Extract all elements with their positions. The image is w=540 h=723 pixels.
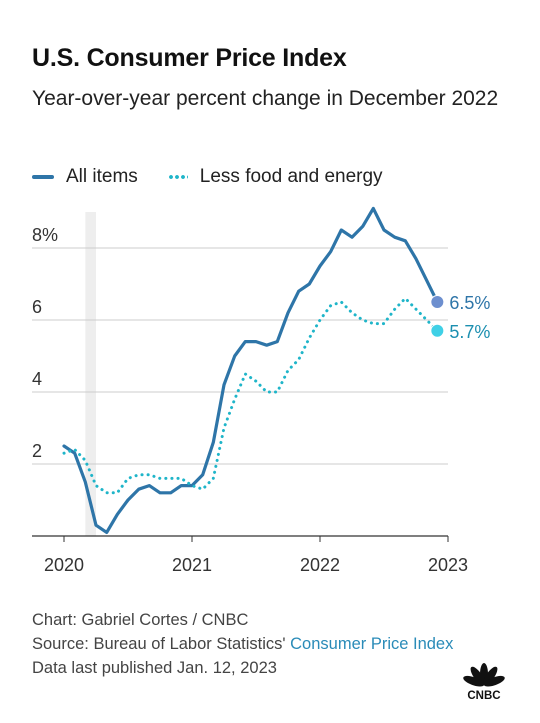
series-line-core [62, 296, 439, 495]
published-text: Data last published Jan. 12, 2023 [32, 659, 277, 677]
peacock-icon: CNBC [463, 663, 505, 702]
legend-label-all-items: All items [66, 166, 138, 187]
y-tick-label: 8% [32, 225, 58, 245]
legend-swatch-dotted [167, 175, 188, 179]
end-marker-all-items [430, 295, 445, 309]
y-tick-label: 6 [32, 297, 42, 317]
x-tick-label: 2021 [172, 555, 212, 575]
legend-item-all-items: All items [32, 166, 138, 188]
source-link[interactable]: Consumer Price Index [290, 635, 454, 653]
line-chart: 2 4 6 8% 2020 2021 2022 2023 6.5% 5.7% [32, 206, 490, 575]
end-label-all-items: 6.5% [449, 293, 490, 313]
chart-title: U.S. Consumer Price Index [32, 44, 347, 72]
source-text: Source: Bureau of Labor Statistics' Cons… [32, 632, 453, 656]
cnbc-logo: CNBC [457, 661, 511, 706]
x-tick-label: 2020 [44, 555, 84, 575]
x-tick-label: 2023 [428, 555, 468, 575]
end-label-core: 5.7% [449, 322, 490, 342]
legend-label-core: Less food and energy [199, 166, 383, 187]
y-tick-label: 2 [32, 441, 42, 461]
chart-legend: All items Less food and energy [32, 166, 413, 188]
x-tick-label: 2022 [300, 555, 340, 575]
y-tick-label: 4 [32, 369, 42, 389]
chart-footer: Chart: Gabriel Cortes / CNBC Source: Bur… [32, 608, 453, 680]
series-line-all-items [62, 206, 439, 534]
credit-text: Chart: Gabriel Cortes / CNBC [32, 611, 249, 629]
logo-text: CNBC [467, 690, 500, 701]
legend-swatch-solid [32, 175, 54, 179]
legend-item-core: Less food and energy [167, 166, 383, 188]
chart-subtitle: Year-over-year percent change in Decembe… [32, 87, 499, 110]
recession-shade [85, 212, 96, 536]
end-marker-core [430, 323, 445, 338]
source-prefix: Source: Bureau of Labor Statistics' [32, 635, 291, 653]
